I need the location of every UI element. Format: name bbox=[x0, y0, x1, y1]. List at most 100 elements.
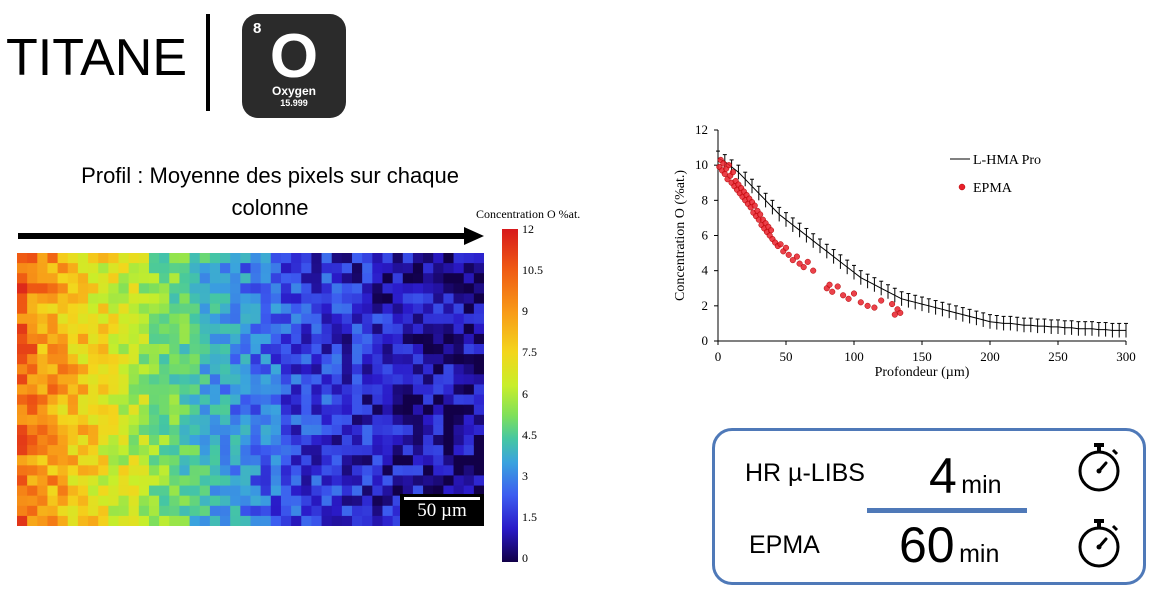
heatmap-cell bbox=[67, 303, 79, 315]
heatmap-cell bbox=[108, 404, 120, 416]
heatmap-cell bbox=[423, 394, 434, 406]
heatmap-cell bbox=[260, 303, 272, 315]
heatmap-cell bbox=[372, 333, 384, 345]
heatmap-cell bbox=[412, 435, 424, 446]
heatmap-cell bbox=[159, 505, 170, 517]
heatmap-cell bbox=[220, 253, 231, 264]
heatmap-cell bbox=[159, 424, 170, 436]
colorbar-title: Concentration O %at. bbox=[476, 207, 581, 221]
y-tick-label: 10 bbox=[695, 157, 708, 172]
heatmap-cell bbox=[37, 313, 49, 325]
heatmap-cell bbox=[37, 364, 49, 375]
heatmap-cell bbox=[362, 465, 373, 477]
legend-label-lhma: L-HMA Pro bbox=[973, 153, 1041, 168]
heatmap-cell bbox=[473, 273, 484, 284]
heatmap-cell bbox=[412, 455, 424, 466]
heatmap-cell bbox=[402, 364, 414, 375]
heatmap-cell bbox=[301, 344, 313, 355]
heatmap-cell bbox=[37, 384, 49, 396]
heatmap-cell bbox=[311, 283, 323, 295]
heatmap-cell bbox=[108, 455, 120, 466]
heatmap-cell bbox=[382, 455, 394, 466]
heatmap-cell bbox=[412, 485, 424, 497]
heatmap-cell bbox=[453, 344, 465, 355]
heatmap-cell bbox=[372, 293, 384, 305]
heatmap-cell bbox=[260, 505, 272, 517]
heatmap-cell bbox=[220, 465, 231, 477]
heatmap-cell bbox=[98, 344, 109, 355]
heatmap-cell bbox=[159, 445, 170, 456]
heatmap-cell bbox=[382, 505, 394, 517]
heatmap-cell bbox=[453, 263, 465, 274]
heatmap-cell bbox=[443, 475, 455, 487]
heatmap-cell bbox=[169, 323, 181, 335]
heatmap-cell bbox=[67, 344, 79, 355]
heatmap-cell bbox=[453, 435, 465, 446]
heatmap-cell bbox=[189, 414, 201, 426]
heatmap-cell bbox=[148, 374, 160, 386]
heatmap-cell bbox=[260, 515, 272, 526]
heatmap-cell bbox=[402, 273, 414, 284]
heatmap-cell bbox=[27, 323, 38, 335]
heatmap-cell bbox=[392, 364, 404, 375]
heatmap-cell bbox=[463, 475, 475, 487]
heatmap-cell bbox=[148, 445, 160, 456]
heatmap-cell bbox=[77, 455, 89, 466]
heatmap-cell bbox=[27, 495, 38, 507]
heatmap-cell bbox=[362, 394, 373, 406]
heatmap-cell bbox=[88, 384, 99, 396]
data-point-epma bbox=[767, 227, 775, 234]
heatmap-cell bbox=[67, 465, 79, 477]
heatmap-cell bbox=[372, 374, 384, 386]
heatmap-cell bbox=[57, 364, 69, 375]
heatmap-cell bbox=[352, 303, 363, 315]
heatmap-cell bbox=[169, 394, 181, 406]
heatmap-cell bbox=[433, 323, 444, 335]
heatmap-cell bbox=[341, 445, 353, 456]
heatmap-cell bbox=[209, 465, 221, 477]
heatmap-cell bbox=[270, 465, 282, 477]
heatmap-cell bbox=[220, 384, 231, 396]
heatmap-cell bbox=[118, 323, 130, 335]
heatmap-cell bbox=[230, 404, 241, 416]
heatmap-cell bbox=[463, 313, 475, 325]
heatmap-cell bbox=[17, 364, 28, 375]
heatmap-cell bbox=[270, 323, 282, 335]
heatmap-cell bbox=[291, 465, 302, 477]
heatmap-cell bbox=[412, 354, 424, 365]
heatmap-cell bbox=[37, 253, 49, 264]
heatmap-cell bbox=[473, 424, 484, 436]
colorbar bbox=[502, 229, 518, 562]
heatmap-cell bbox=[291, 384, 302, 396]
heatmap-cell bbox=[77, 303, 89, 315]
heatmap-cell bbox=[463, 424, 475, 436]
heatmap-cell bbox=[199, 293, 211, 305]
heatmap-cell bbox=[138, 323, 150, 335]
heatmap-cell bbox=[372, 384, 384, 396]
heatmap-cell bbox=[17, 384, 28, 396]
heatmap-cell bbox=[108, 313, 120, 325]
heatmap-cell bbox=[169, 515, 181, 526]
heatmap-cell bbox=[392, 435, 404, 446]
data-point-epma bbox=[878, 297, 885, 304]
heatmap-cell bbox=[159, 263, 170, 274]
heatmap-cell bbox=[47, 455, 59, 466]
heatmap-cell bbox=[362, 404, 373, 416]
heatmap-cell bbox=[108, 303, 120, 315]
heatmap-cell bbox=[159, 435, 170, 446]
heatmap-cell bbox=[331, 495, 343, 507]
heatmap-cell bbox=[77, 354, 89, 365]
heatmap-cell bbox=[220, 414, 231, 426]
heatmap-cell bbox=[352, 515, 363, 526]
heatmap-cell bbox=[159, 283, 170, 295]
heatmap-cell bbox=[17, 455, 28, 466]
heatmap-cell bbox=[473, 445, 484, 456]
data-point-epma bbox=[789, 257, 796, 264]
heatmap-cell bbox=[321, 505, 333, 517]
heatmap-cell bbox=[260, 283, 272, 295]
heatmap-cell bbox=[291, 505, 302, 517]
heatmap-cell bbox=[148, 435, 160, 446]
heatmap-cell bbox=[443, 344, 455, 355]
heatmap-cell bbox=[67, 505, 79, 517]
heatmap-cell bbox=[138, 505, 150, 517]
